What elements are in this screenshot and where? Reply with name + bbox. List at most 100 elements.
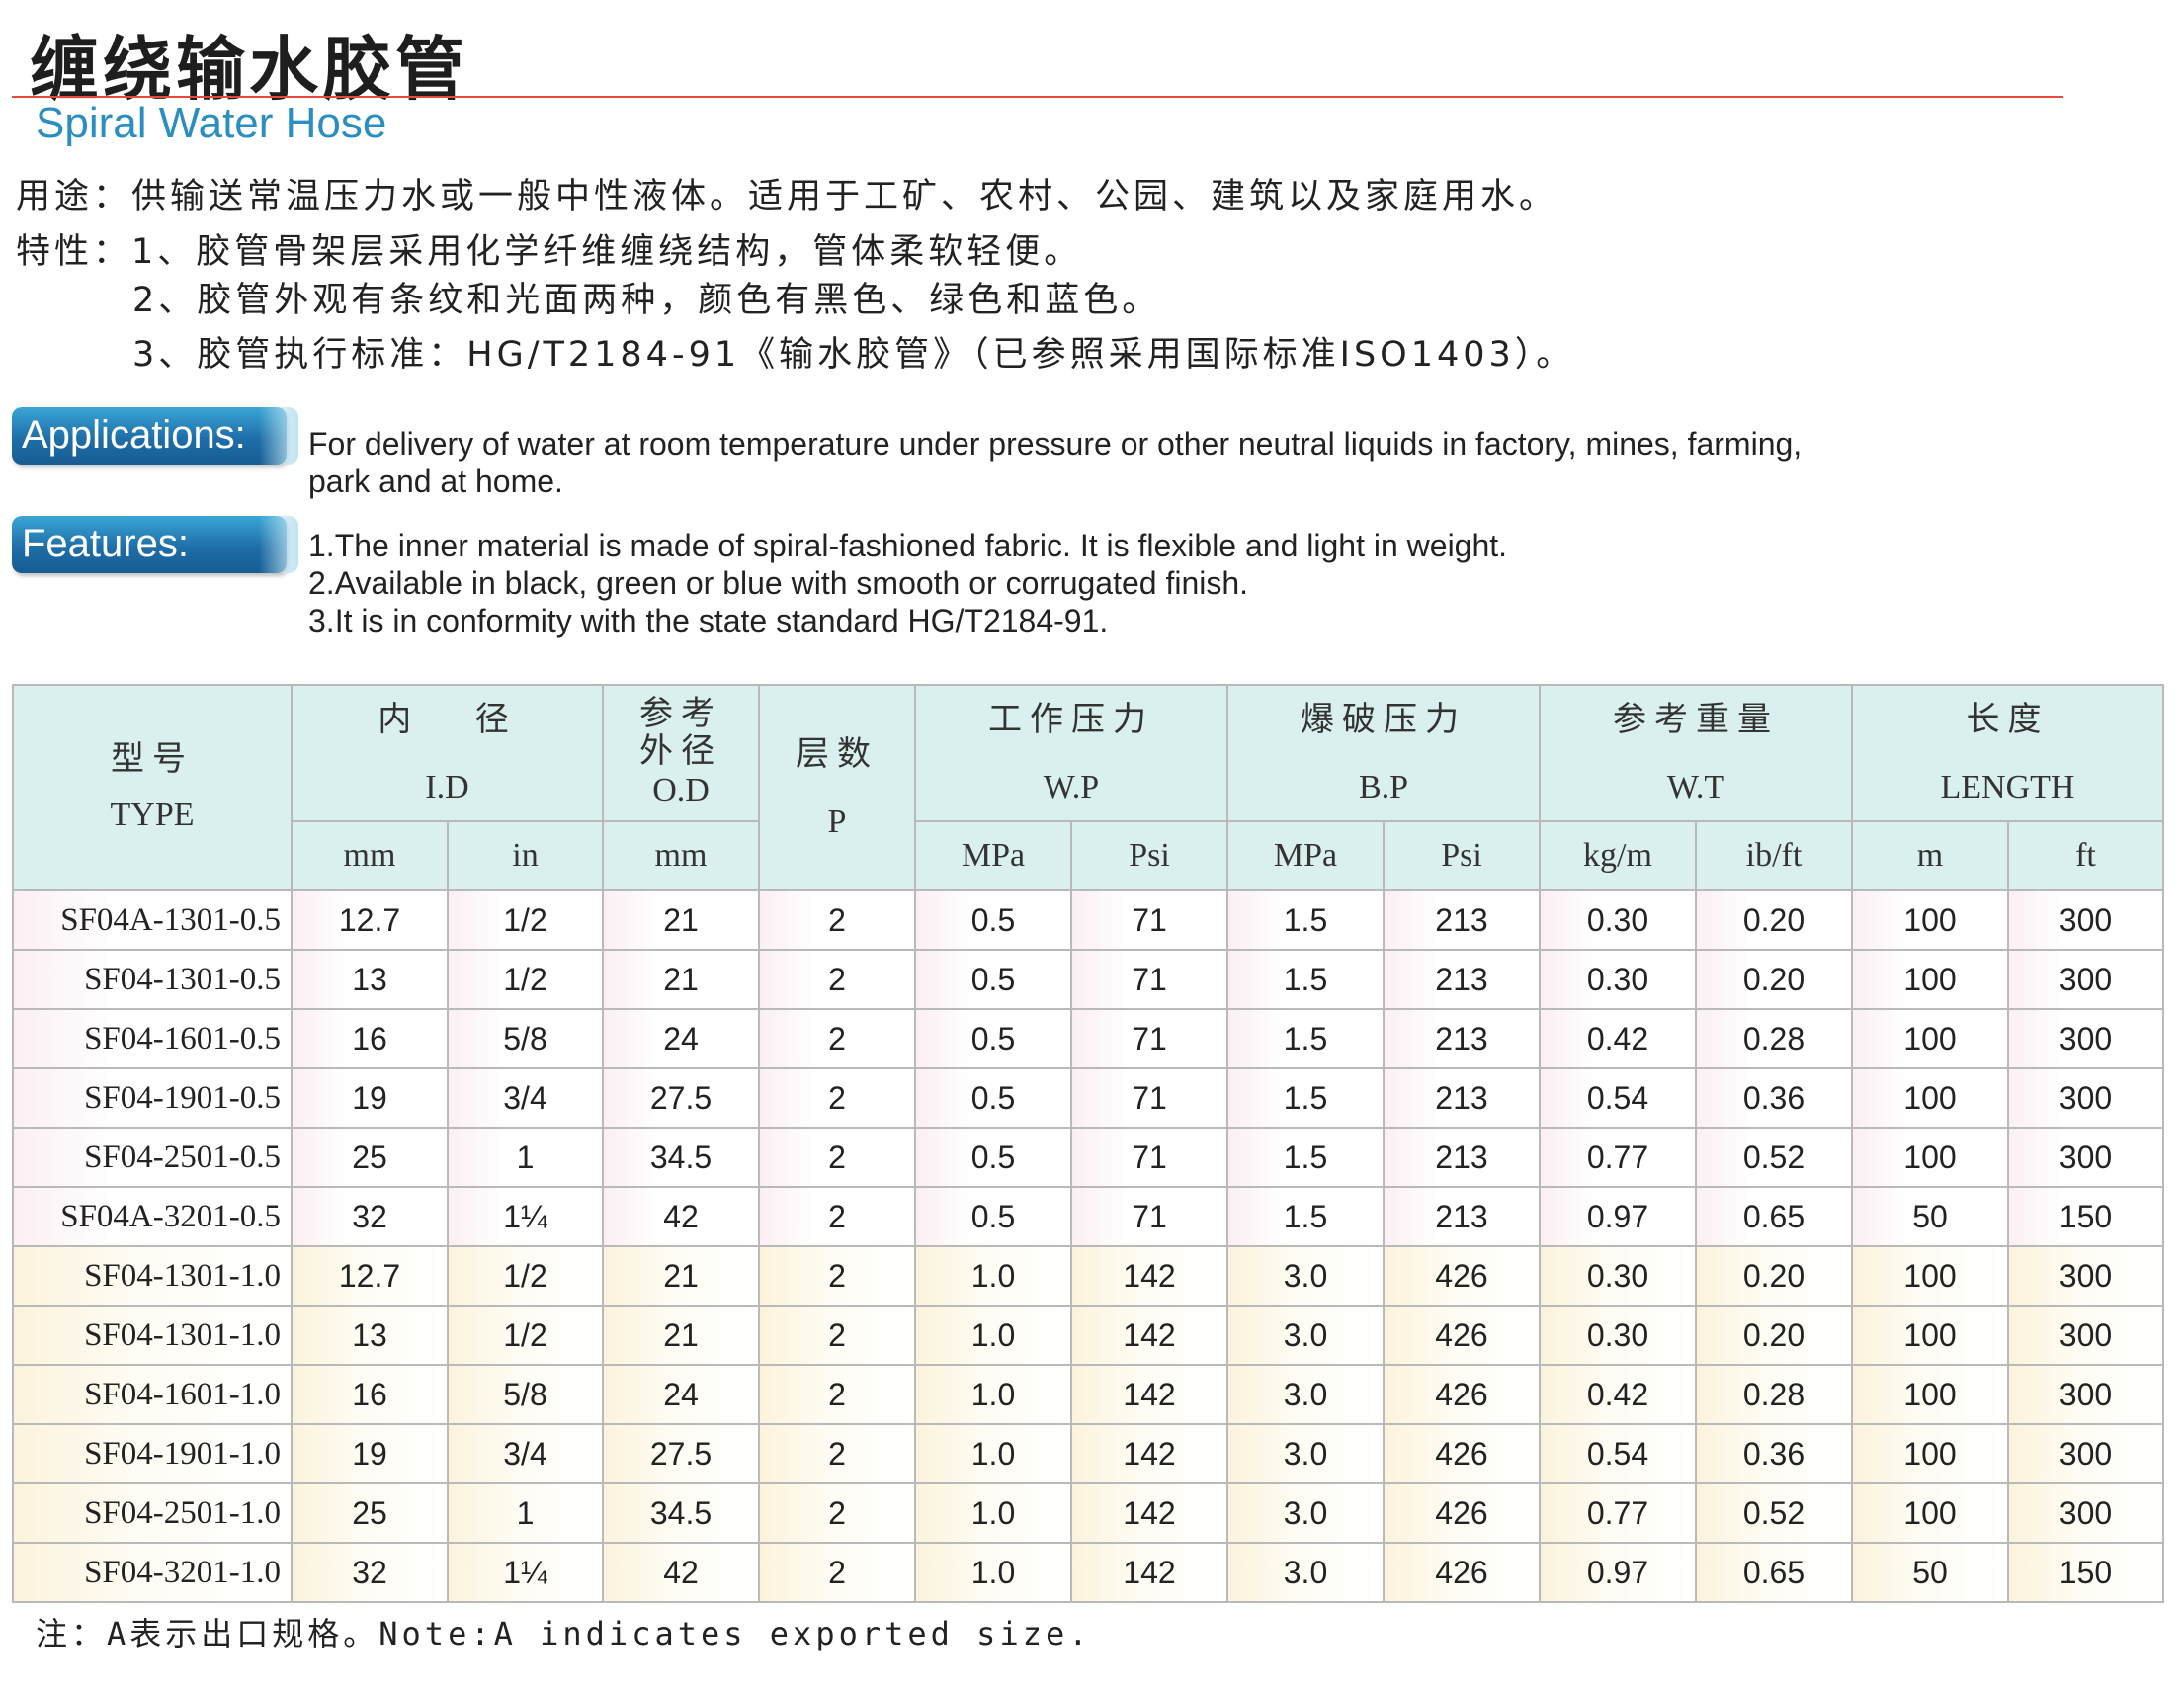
- cell-type: SF04-1901-1.0: [12, 1423, 293, 1484]
- cell-wp-psi: 142: [1070, 1423, 1228, 1484]
- cell-wt-kgm: 0.30: [1539, 949, 1697, 1010]
- cell-plies: 2: [758, 1482, 916, 1544]
- cell-od-mm: 27.5: [602, 1067, 760, 1129]
- cell-type: SF04-1901-0.5: [12, 1067, 293, 1129]
- header-type: 型号 TYPE: [12, 684, 293, 891]
- header-wp: 工作压力 W.P: [914, 684, 1228, 822]
- cell-od-mm: 27.5: [602, 1423, 760, 1484]
- cell-id-in: 1: [447, 1482, 604, 1544]
- cell-id-mm: 12.7: [291, 1245, 449, 1307]
- cell-id-mm: 13: [291, 1305, 449, 1366]
- table-row: SF04-3201-1.0 32 1¼ 42 2 1.0 142 3.0 426 0.97 0.65…: [12, 1542, 2164, 1603]
- table-row: SF04-2501-1.0 25 1 34.5 2 1.0 142 3.0 426 0.77 0.5…: [12, 1482, 2164, 1544]
- cell-length-m: 50: [1851, 1542, 2009, 1603]
- table-row: SF04-1901-0.5 19 3/4 27.5 2 0.5 71 1.5 213 0.54 0.…: [12, 1067, 2164, 1129]
- cell-wp-psi: 71: [1070, 889, 1228, 951]
- cell-wt-ibft: 0.52: [1695, 1127, 1853, 1188]
- cell-type: SF04-1301-1.0: [12, 1245, 293, 1307]
- cell-wt-ibft: 0.65: [1695, 1542, 1853, 1603]
- cell-bp-psi: 426: [1383, 1364, 1541, 1425]
- cell-length-m: 100: [1851, 1305, 2009, 1366]
- cell-id-in: 1/2: [447, 1305, 604, 1366]
- header-plies-en: P: [827, 803, 847, 840]
- cell-wp-psi: 71: [1070, 1127, 1228, 1188]
- table-row: SF04-1901-1.0 19 3/4 27.5 2 1.0 142 3.0 426 0.54 0…: [12, 1423, 2164, 1484]
- cell-length-m: 100: [1851, 1482, 2009, 1544]
- cell-id-in: 1¼: [447, 1186, 604, 1247]
- cell-plies: 2: [758, 949, 916, 1010]
- table-row: SF04-1601-1.0 16 5/8 24 2 1.0 142 3.0 426 0.42 0.2…: [12, 1364, 2164, 1425]
- cell-length-m: 100: [1851, 889, 2009, 951]
- cell-bp-psi: 213: [1383, 949, 1541, 1010]
- header-bp-en: B.P: [1358, 769, 1409, 805]
- cell-bp-psi: 426: [1383, 1305, 1541, 1366]
- feature-en-line: 3.It is in conformity with the state sta…: [308, 603, 1109, 638]
- cell-id-mm: 16: [291, 1008, 449, 1069]
- feature-cn-2: 2、胶管外观有条纹和光面两种，颜色有黑色、绿色和蓝色。: [132, 281, 1161, 320]
- cell-bp-psi: 213: [1383, 1127, 1541, 1188]
- cell-wp-mpa: 1.0: [914, 1245, 1072, 1307]
- cell-id-mm: 13: [291, 949, 449, 1010]
- cell-plies: 2: [758, 1364, 916, 1425]
- cell-wt-ibft: 0.20: [1695, 1245, 1853, 1307]
- cell-od-mm: 24: [602, 1008, 760, 1069]
- cell-wt-kgm: 0.30: [1539, 1305, 1697, 1366]
- cell-wt-kgm: 0.54: [1539, 1423, 1697, 1484]
- cell-type: SF04A-1301-0.5: [12, 889, 293, 951]
- table-row: SF04-1301-1.0 12.7 1/2 21 2 1.0 142 3.0 426 0.30 0…: [12, 1245, 2164, 1307]
- cell-wp-mpa: 1.0: [914, 1305, 1072, 1366]
- header-wt: 参考重量 W.T: [1539, 684, 1853, 822]
- cell-bp-psi: 426: [1383, 1423, 1541, 1484]
- cell-id-mm: 32: [291, 1186, 449, 1247]
- cell-bp-mpa: 3.0: [1226, 1542, 1385, 1603]
- cell-od-mm: 42: [602, 1186, 760, 1247]
- cell-od-mm: 21: [602, 949, 760, 1010]
- cell-wp-psi: 71: [1070, 1186, 1228, 1247]
- cell-bp-psi: 426: [1383, 1482, 1541, 1544]
- cell-wt-kgm: 0.42: [1539, 1008, 1697, 1069]
- cell-length-m: 100: [1851, 1364, 2009, 1425]
- unit-bp-psi: Psi: [1383, 820, 1541, 891]
- cell-length-m: 100: [1851, 1245, 2009, 1307]
- cell-od-mm: 21: [602, 1245, 760, 1307]
- unit-bp-mpa: MPa: [1226, 820, 1385, 891]
- unit-od-mm: mm: [602, 820, 760, 891]
- header-wp-cn: 工作压力: [988, 702, 1154, 738]
- cell-wt-kgm: 0.77: [1539, 1482, 1697, 1544]
- cell-wp-psi: 71: [1070, 1008, 1228, 1069]
- table-row: SF04A-3201-0.5 32 1¼ 42 2 0.5 71 1.5 213 0.97 0.65…: [12, 1186, 2164, 1247]
- cell-bp-psi: 213: [1383, 889, 1541, 951]
- cell-length-ft: 300: [2007, 1245, 2164, 1307]
- header-wp-en: W.P: [1043, 769, 1100, 805]
- unit-length-ft: ft: [2007, 820, 2164, 891]
- cell-type: SF04A-3201-0.5: [12, 1186, 293, 1247]
- cell-bp-psi: 426: [1383, 1542, 1541, 1603]
- table-row: SF04-1301-0.5 13 1/2 21 2 0.5 71 1.5 213 0.30 0.20…: [12, 949, 2164, 1010]
- cell-wp-psi: 142: [1070, 1542, 1228, 1603]
- applications-label: Applications:: [22, 413, 246, 457]
- cell-wt-kgm: 0.97: [1539, 1186, 1697, 1247]
- cell-id-in: 1: [447, 1127, 604, 1188]
- cell-id-mm: 16: [291, 1364, 449, 1425]
- header-plies-cn: 层数: [796, 736, 879, 773]
- applications-badge: Applications:: [12, 407, 298, 465]
- badge-tail: [259, 407, 298, 465]
- cell-type: SF04-2501-1.0: [12, 1482, 293, 1544]
- cell-id-mm: 32: [291, 1542, 449, 1603]
- cell-id-in: 1¼: [447, 1542, 604, 1603]
- header-type-cn: 型号: [111, 741, 194, 778]
- table-row: SF04A-1301-0.5 12.7 1/2 21 2 0.5 71 1.5 213 0.30 0…: [12, 889, 2164, 951]
- header-id: 内 径 I.D: [291, 684, 604, 822]
- cell-bp-psi: 426: [1383, 1245, 1541, 1307]
- header-bp: 爆破压力 B.P: [1226, 684, 1541, 822]
- usage-line: 用途：供输送常温压力水或一般中性液体。适用于工矿、农村、公园、建筑以及家庭用水。: [16, 177, 1558, 216]
- cell-plies: 2: [758, 1127, 916, 1188]
- spec-table: 型号 TYPE 内 径 I.D 参考 外径 O.D 层数 P 工作压力 W.P …: [12, 684, 2164, 1603]
- unit-id-mm: mm: [291, 820, 449, 891]
- header-od-cn2: 外径: [639, 733, 722, 770]
- cell-bp-mpa: 1.5: [1226, 1067, 1385, 1129]
- cell-id-in: 5/8: [447, 1008, 604, 1069]
- cell-id-in: 1/2: [447, 949, 604, 1010]
- unit-wp-psi: Psi: [1070, 820, 1228, 891]
- cell-length-ft: 300: [2007, 1067, 2164, 1129]
